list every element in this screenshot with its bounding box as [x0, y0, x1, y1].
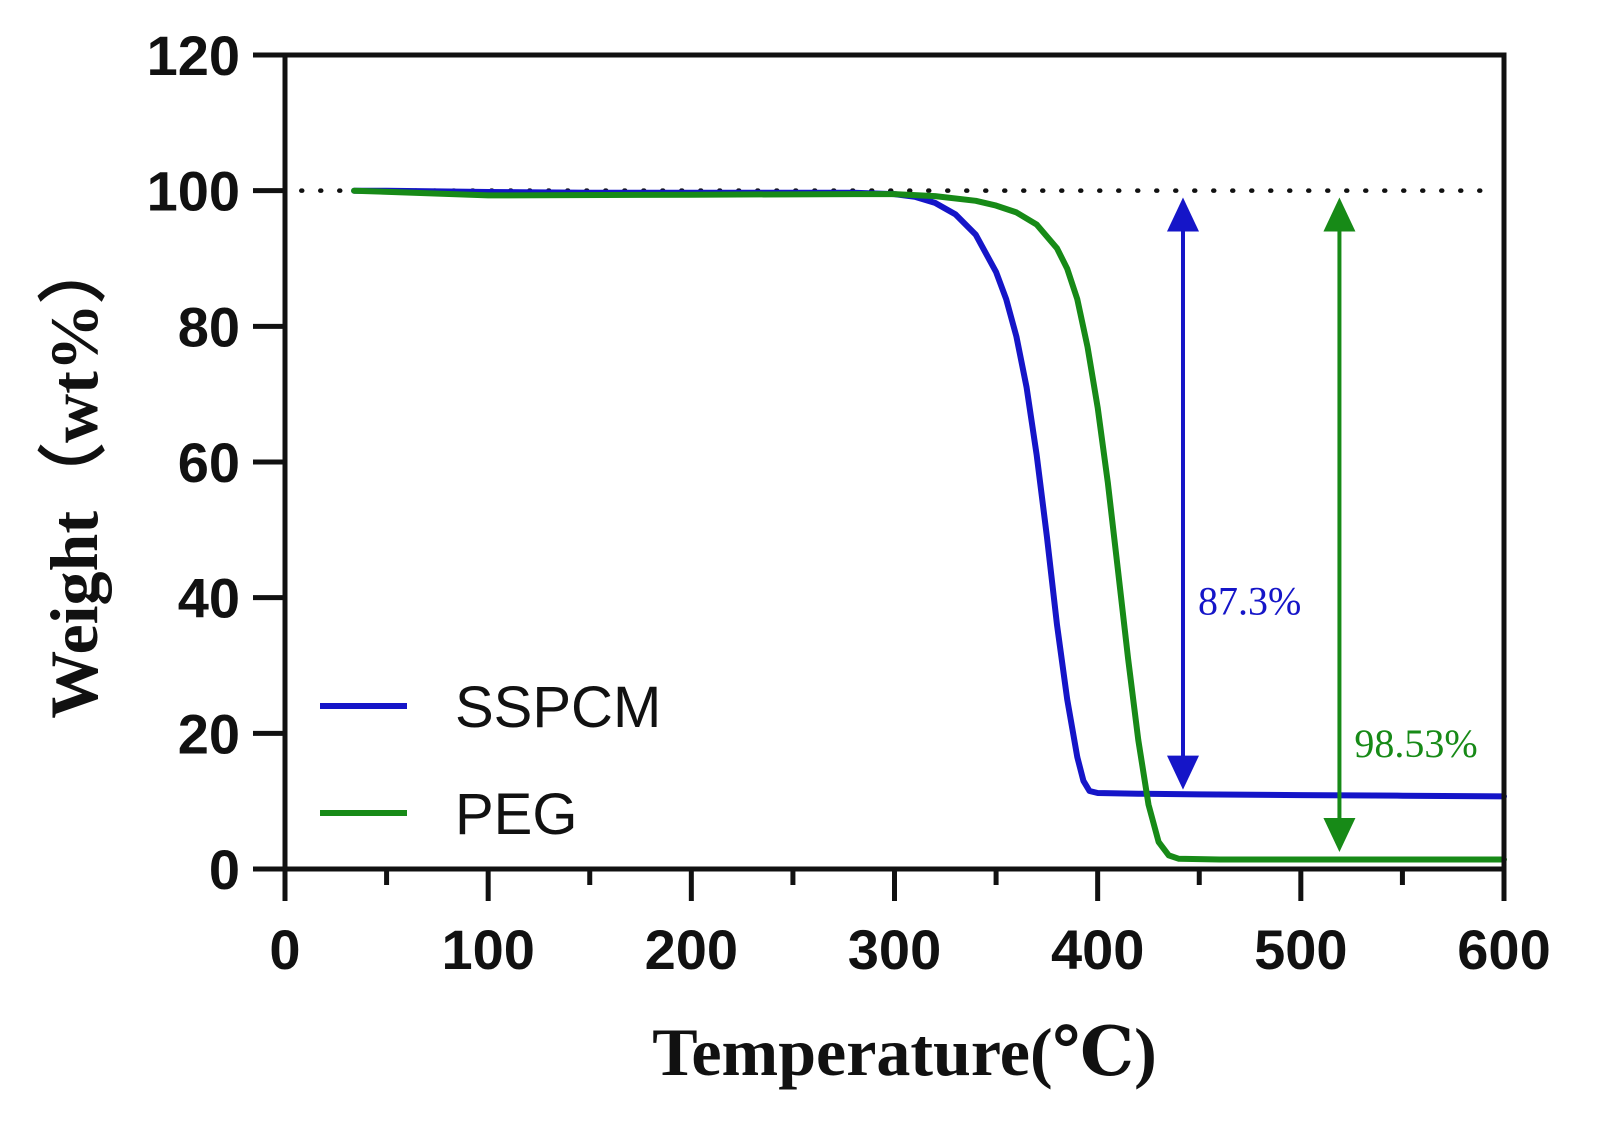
x-tick-label-400: 400 — [1051, 918, 1144, 981]
legend: SSPCM PEG — [320, 675, 661, 847]
annotation-arrowhead-up-peg — [1323, 197, 1356, 232]
y-tick-label-120: 120 — [147, 24, 240, 87]
x-tick-label-300: 300 — [848, 918, 941, 981]
y-axis-title: Weight（wt%） — [36, 235, 112, 719]
x-tick-label-600: 600 — [1457, 918, 1550, 981]
x-tick-label-0: 0 — [269, 918, 300, 981]
annotation-arrowhead-down-sspcm — [1166, 755, 1199, 790]
series-layer — [351, 187, 1507, 863]
annotation-label-peg: 98.53% — [1354, 721, 1477, 766]
x-axis-title: Temperature(℃) — [652, 1014, 1157, 1090]
plot-frame — [282, 52, 1507, 872]
y-tick-label-80: 80 — [178, 295, 240, 358]
legend-label-peg: PEG — [455, 782, 578, 847]
x-tick-label-200: 200 — [645, 918, 738, 981]
legend-label-sspcm: SSPCM — [455, 675, 661, 740]
annotation-layer — [1166, 197, 1356, 853]
y-tick-label-0: 0 — [209, 838, 240, 901]
series-line-peg — [351, 187, 1507, 863]
x-tick-label-100: 100 — [441, 918, 534, 981]
annotation-arrowhead-up-sspcm — [1166, 197, 1199, 232]
annotation-label-sspcm: 87.3% — [1198, 579, 1301, 624]
y-axis-ticks: 0 20 40 60 80 100 120 — [147, 24, 285, 901]
x-tick-label-500: 500 — [1254, 918, 1347, 981]
annotation-arrowhead-down-peg — [1323, 818, 1356, 853]
x-axis-ticks: 0 100 200 300 400 500 600 — [269, 869, 1551, 981]
y-tick-label-20: 20 — [178, 702, 240, 765]
y-tick-label-40: 40 — [178, 567, 240, 630]
y-tick-label-100: 100 — [147, 160, 240, 223]
y-tick-label-60: 60 — [178, 431, 240, 494]
